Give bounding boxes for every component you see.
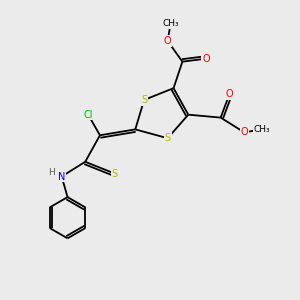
Text: S: S [112, 169, 118, 178]
Text: N: N [58, 172, 65, 182]
Text: O: O [202, 54, 210, 64]
Text: Cl: Cl [83, 110, 93, 120]
Text: CH₃: CH₃ [254, 125, 270, 134]
Text: S: S [165, 133, 171, 143]
Text: CH₃: CH₃ [162, 19, 179, 28]
Text: H: H [48, 169, 55, 178]
Text: O: O [240, 127, 248, 137]
Text: O: O [226, 89, 233, 99]
Text: S: S [141, 95, 147, 105]
Text: O: O [164, 36, 172, 46]
